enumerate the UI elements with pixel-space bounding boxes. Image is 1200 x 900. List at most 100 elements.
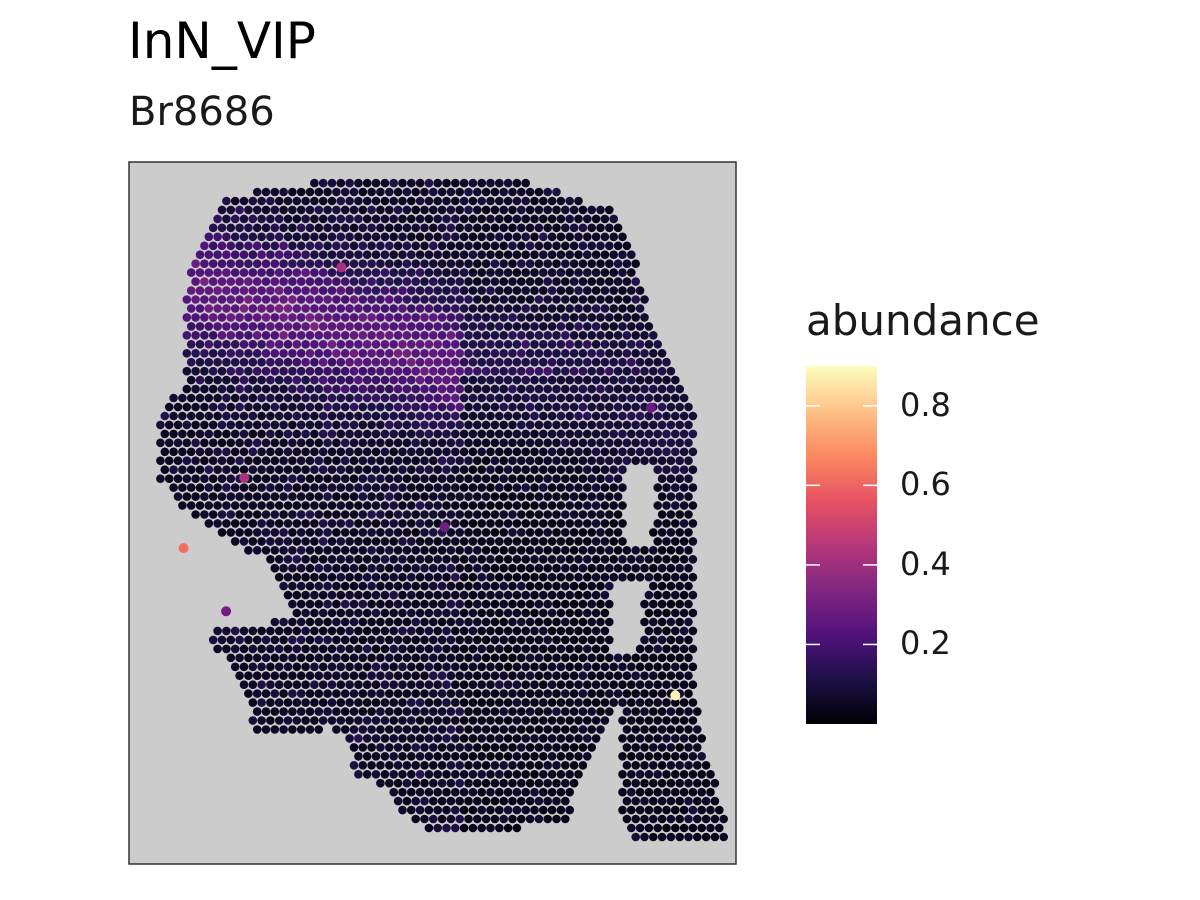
spot — [587, 205, 596, 215]
spot — [332, 349, 341, 358]
spot — [288, 420, 297, 430]
spot — [327, 268, 337, 277]
spot — [455, 635, 465, 645]
spot — [385, 528, 394, 537]
spot — [248, 680, 258, 689]
spot — [578, 510, 588, 519]
spot — [583, 447, 592, 457]
spot — [367, 528, 376, 537]
spot — [521, 626, 530, 636]
legend-tick-label: 0.4 — [900, 544, 951, 583]
spot — [622, 456, 632, 466]
spot — [490, 456, 500, 466]
spot — [318, 196, 328, 206]
spot — [565, 429, 574, 439]
spot — [565, 501, 574, 510]
spot — [688, 447, 698, 457]
spot — [635, 680, 645, 689]
spot — [468, 375, 478, 385]
spot — [591, 572, 601, 582]
spot — [451, 572, 460, 582]
spot — [662, 590, 671, 600]
spot — [389, 375, 399, 385]
spot — [261, 653, 271, 663]
spot — [455, 474, 465, 484]
spot — [279, 402, 288, 412]
spot — [587, 295, 596, 304]
spot — [468, 626, 478, 636]
spot — [539, 429, 548, 439]
spot — [679, 626, 689, 636]
spot — [605, 635, 614, 645]
spot — [323, 653, 332, 663]
spot — [583, 250, 592, 259]
spot — [376, 689, 385, 698]
spot — [336, 555, 346, 564]
spot — [252, 635, 262, 645]
spot — [688, 787, 698, 797]
spot — [420, 653, 429, 663]
spot — [407, 250, 416, 259]
spot — [508, 349, 517, 358]
spot — [521, 268, 530, 277]
spot — [340, 331, 350, 340]
spot — [512, 304, 522, 313]
spot — [345, 519, 354, 528]
spot — [349, 259, 359, 269]
spot — [420, 725, 429, 734]
spot — [235, 277, 244, 286]
spot — [411, 313, 421, 322]
spot — [565, 734, 574, 743]
spot — [222, 322, 231, 331]
spot — [446, 366, 456, 376]
spot — [415, 555, 425, 564]
spot — [217, 366, 227, 376]
spot — [534, 599, 544, 609]
spot — [288, 456, 297, 466]
spot — [525, 778, 535, 788]
spot — [424, 501, 434, 510]
spot — [424, 805, 434, 815]
spot — [296, 223, 306, 233]
spot — [336, 519, 346, 528]
spot — [503, 375, 513, 385]
spot — [495, 572, 504, 582]
spot — [521, 232, 530, 242]
spot — [671, 770, 680, 779]
spot — [424, 537, 434, 546]
spot — [561, 259, 570, 269]
spot — [596, 635, 605, 645]
spot — [653, 572, 662, 582]
spot — [411, 223, 421, 233]
spot — [569, 241, 579, 251]
spot — [380, 752, 390, 761]
spot — [442, 429, 451, 439]
spot — [345, 680, 354, 689]
spot — [618, 662, 627, 672]
spot — [486, 698, 495, 707]
spot — [552, 187, 561, 197]
spot — [631, 456, 640, 466]
spot — [446, 349, 456, 358]
spot — [195, 501, 205, 510]
spot — [301, 357, 310, 367]
spot — [618, 537, 627, 546]
spot — [561, 814, 570, 824]
spot — [314, 402, 324, 412]
spot — [464, 241, 473, 251]
spot — [446, 492, 456, 501]
spot — [340, 635, 350, 645]
spot — [310, 519, 319, 528]
spot — [226, 420, 236, 430]
spot — [349, 761, 359, 770]
spot — [653, 805, 662, 815]
spot — [490, 402, 500, 412]
spot — [459, 214, 469, 224]
spot — [371, 393, 381, 403]
spot — [609, 465, 618, 475]
spot — [389, 250, 399, 259]
spot — [186, 304, 196, 313]
spot — [385, 599, 394, 609]
spot — [358, 492, 368, 501]
spot — [283, 662, 293, 672]
